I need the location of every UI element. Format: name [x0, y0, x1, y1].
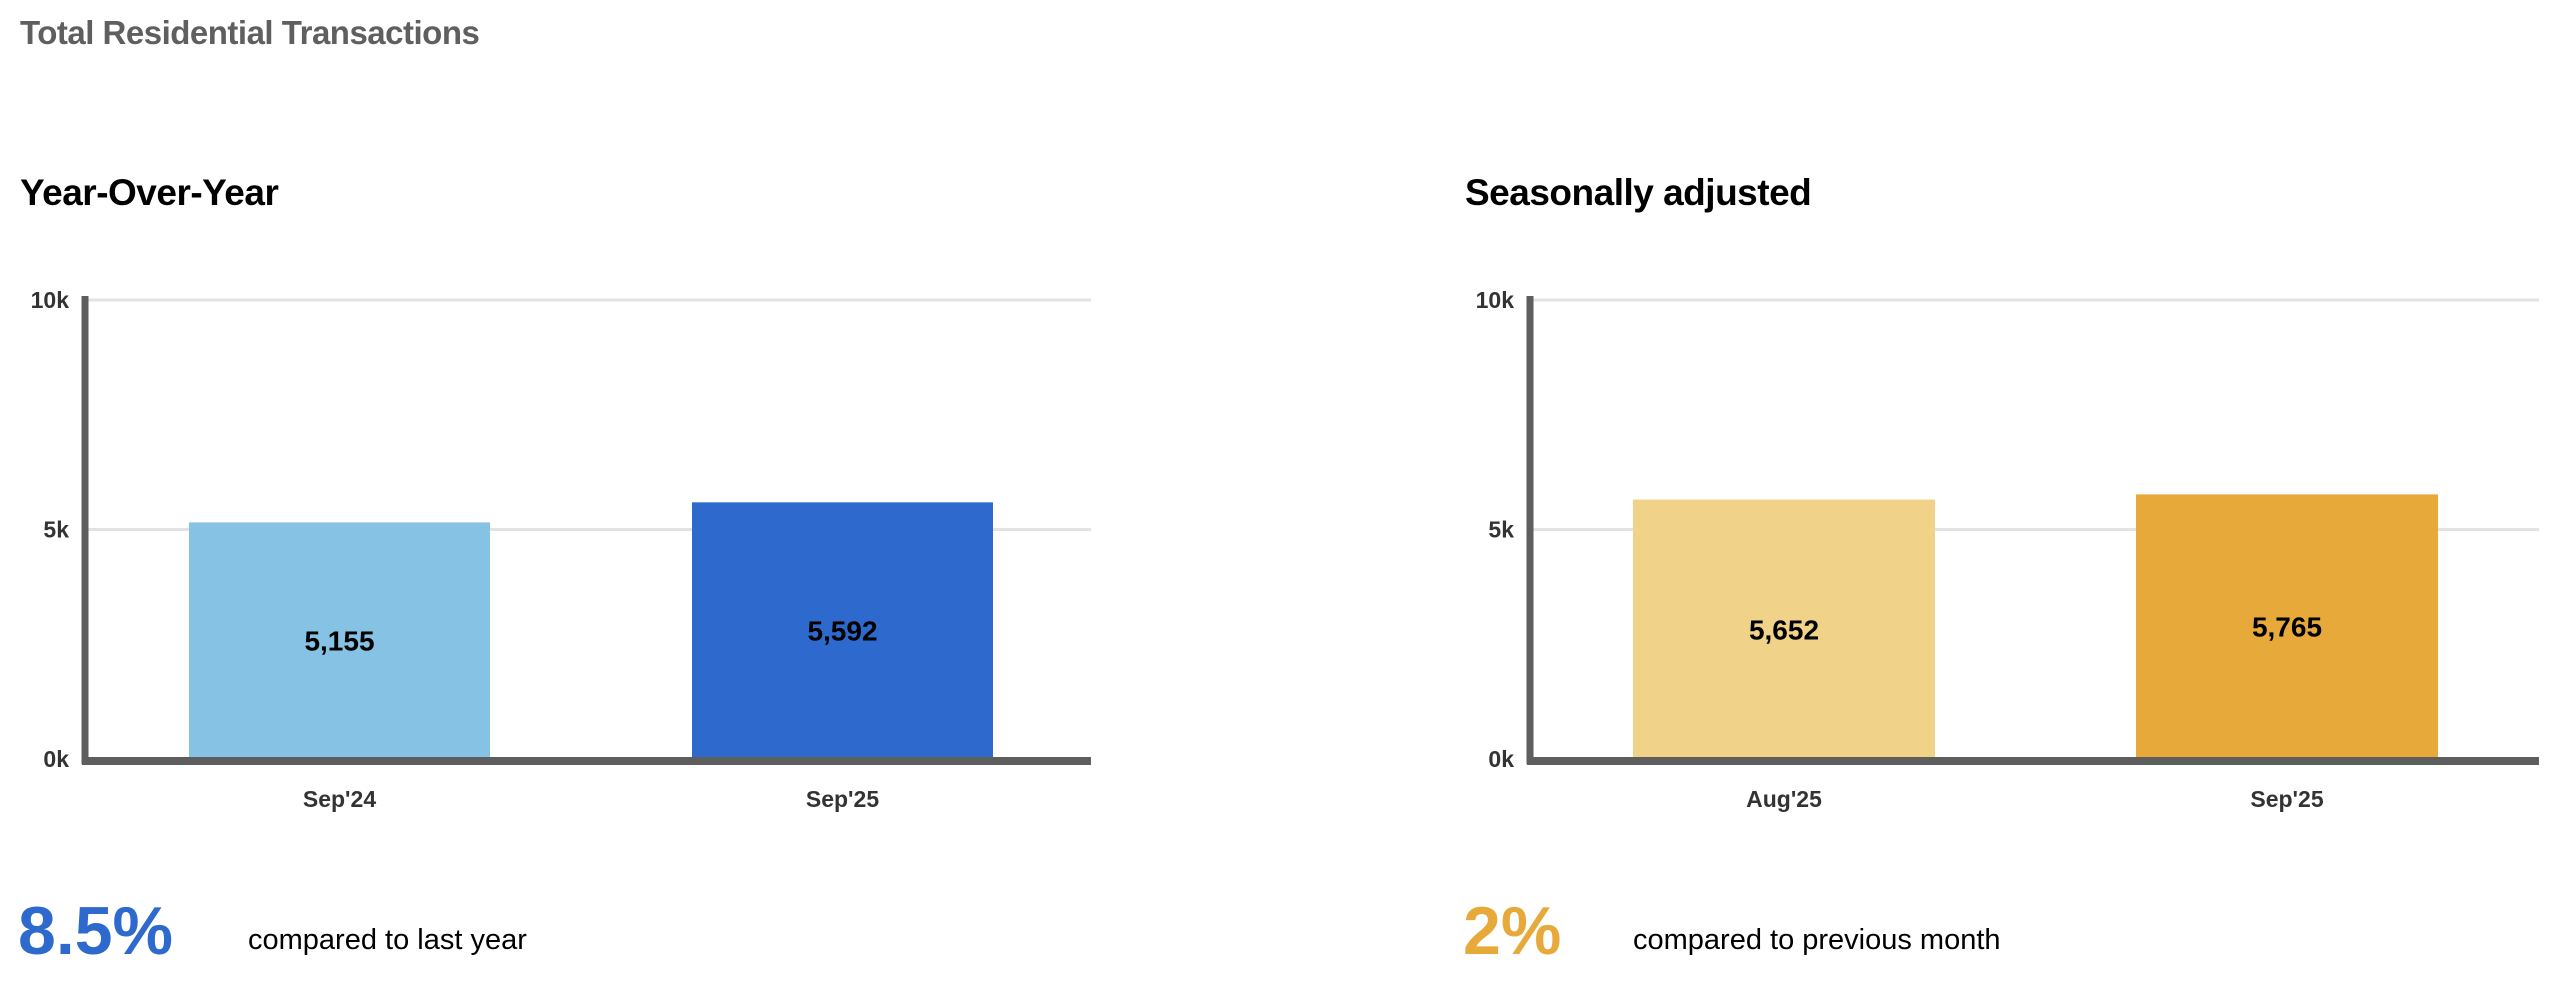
bar-value-label: 5,155: [304, 626, 374, 657]
bar-Sep'25: [692, 502, 993, 759]
chart-title-yoy: Year-Over-Year: [20, 172, 279, 213]
y-tick-label: 0k: [43, 746, 69, 772]
y-tick-label: 0k: [1488, 746, 1514, 772]
chart-title-seasonal: Seasonally adjusted: [1465, 172, 1812, 213]
yoy-change-value: 8.5%: [18, 893, 173, 969]
bar-value-label: 5,652: [1749, 614, 1819, 645]
x-tick-label: Sep'25: [806, 786, 879, 812]
page-title: Total Residential Transactions: [20, 14, 480, 51]
seasonal-change-value: 2%: [1463, 893, 1562, 969]
y-tick-label: 5k: [1488, 517, 1514, 543]
x-tick-label: Aug'25: [1746, 786, 1822, 812]
x-tick-label: Sep'25: [2250, 786, 2323, 812]
y-tick-label: 10k: [1476, 287, 1515, 313]
bar-value-label: 5,592: [807, 616, 877, 647]
y-tick-label: 5k: [43, 517, 69, 543]
bar-value-label: 5,765: [2252, 612, 2322, 643]
bar-Sep'25: [2136, 494, 2438, 759]
x-tick-label: Sep'24: [303, 786, 376, 812]
seasonal-change-text: compared to previous month: [1633, 924, 2001, 956]
y-tick-label: 10k: [31, 287, 70, 313]
bar-Aug'25: [1633, 499, 1935, 759]
yoy-change-text: compared to last year: [248, 924, 527, 956]
bar-Sep'24: [189, 522, 490, 759]
